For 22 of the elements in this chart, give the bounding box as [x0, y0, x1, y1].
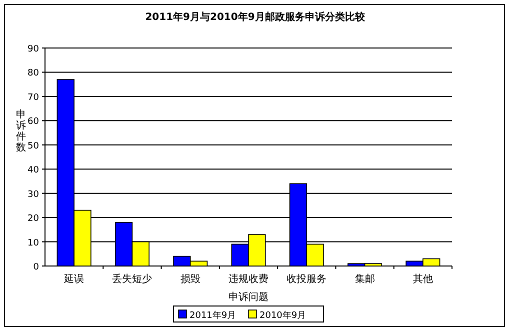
y-tick-label: 30	[28, 190, 40, 200]
x-tick-label: 损毁	[180, 273, 200, 285]
y-tick-label: 60	[28, 117, 40, 128]
x-tick-label: 其他	[412, 273, 433, 285]
x-tick-label: 丢失短少	[112, 273, 152, 285]
legend-label: 2011年9月	[190, 310, 236, 321]
y-tick-label: 90	[28, 44, 40, 54]
y-tick-label: 50	[28, 141, 40, 152]
y-axis-title: 申诉件数	[16, 108, 26, 154]
x-tick-label: 收投服务	[286, 273, 327, 285]
x-tick-label: 集邮	[354, 273, 375, 285]
x-tick-label: 违规收费	[228, 273, 268, 285]
legend-label: 2010年9月	[260, 310, 306, 321]
y-tick-label: 10	[28, 238, 40, 248]
y-tick-label: 70	[28, 92, 40, 103]
y-tick-label: 80	[28, 68, 40, 79]
chart-title: 2011年9月与2010年9月邮政服务申诉分类比较	[145, 11, 366, 23]
y-tick-label: 0	[33, 262, 40, 272]
x-axis-title: 申诉问题	[228, 291, 268, 303]
x-tick-label: 延误	[63, 273, 84, 285]
y-tick-label: 20	[28, 214, 40, 224]
y-tick-label: 40	[28, 166, 40, 176]
